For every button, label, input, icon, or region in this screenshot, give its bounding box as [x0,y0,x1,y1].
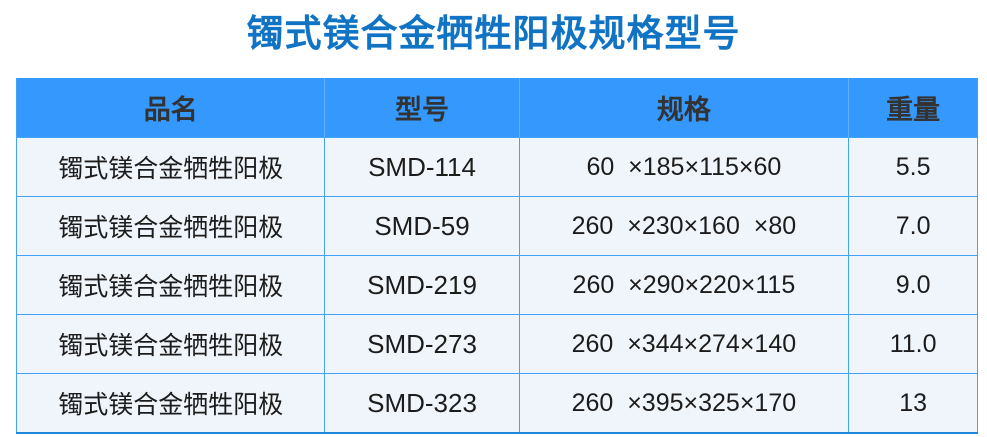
table-row: 镯式镁合金牺牲阳极 SMD-323 260 ×395×325×170 13 [15,373,978,434]
table-body: 镯式镁合金牺牲阳极 SMD-114 60 ×185×115×60 5.5 镯式镁… [15,137,978,434]
model-cell: SMD-323 [324,373,520,434]
product-name-cell: 镯式镁合金牺牲阳极 [15,137,326,197]
spec-cell: 260 ×290×220×115 [518,255,850,315]
column-header-model: 型号 [324,78,520,138]
product-name-cell: 镯式镁合金牺牲阳极 [15,255,326,315]
weight-cell: 13 [848,373,978,434]
spec-cell: 260 ×230×160 ×80 [518,196,850,256]
spec-cell: 260 ×395×325×170 [518,373,850,434]
header-row: 品名 型号 规格 重量 [16,78,978,138]
model-cell: SMD-219 [324,255,520,315]
weight-cell: 11.0 [848,314,978,374]
model-cell: SMD-114 [324,137,520,197]
model-cell: SMD-273 [324,314,520,374]
weight-cell: 7.0 [848,196,978,256]
spec-table: 品名 型号 规格 重量 镯式镁合金牺牲阳极 SMD-114 60 ×185×11… [15,78,978,434]
column-header-spec: 规格 [518,78,849,138]
table-row: 镯式镁合金牺牲阳极 SMD-59 260 ×230×160 ×80 7.0 [15,196,978,256]
weight-cell: 9.0 [848,255,978,315]
spec-cell: 260 ×344×274×140 [518,314,850,374]
table-row: 镯式镁合金牺牲阳极 SMD-273 260 ×344×274×140 11.0 [15,314,978,374]
column-header-weight: 重量 [848,78,978,138]
product-name-cell: 镯式镁合金牺牲阳极 [15,196,326,256]
table-row: 镯式镁合金牺牲阳极 SMD-114 60 ×185×115×60 5.5 [15,137,978,197]
column-header-product-name: 品名 [16,78,325,138]
table-row: 镯式镁合金牺牲阳极 SMD-219 260 ×290×220×115 9.0 [15,255,978,315]
model-cell: SMD-59 [324,196,520,256]
spec-cell: 60 ×185×115×60 [518,137,850,197]
product-name-cell: 镯式镁合金牺牲阳极 [15,373,326,434]
weight-cell: 5.5 [848,137,978,197]
page-title: 镯式镁合金牺牲阳极规格型号 [246,13,741,54]
product-name-cell: 镯式镁合金牺牲阳极 [15,314,326,374]
spec-table-header: 品名 型号 规格 重量 [16,78,978,138]
